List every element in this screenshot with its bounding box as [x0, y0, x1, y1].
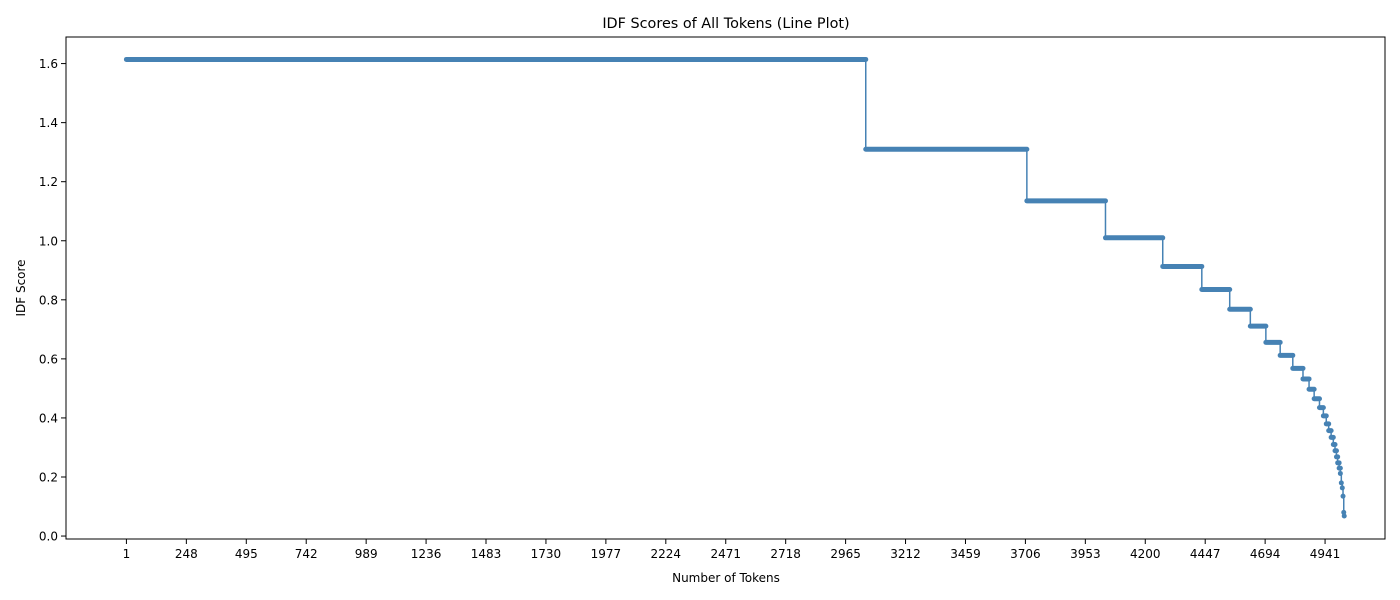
x-tick-label: 4941 [1310, 547, 1341, 561]
x-tick-label: 3706 [1010, 547, 1041, 561]
y-tick-label: 0.0 [39, 530, 58, 544]
x-tick-label: 1730 [531, 547, 562, 561]
x-tick-label: 2471 [710, 547, 741, 561]
x-tick-label: 3212 [890, 547, 921, 561]
x-tick-label: 1483 [471, 547, 502, 561]
y-tick-label: 0.6 [39, 352, 58, 366]
data-point [1338, 480, 1344, 486]
y-tick-label: 0.8 [39, 293, 58, 307]
data-point [1339, 485, 1345, 491]
x-tick-label: 248 [175, 547, 198, 561]
y-tick-label: 1.4 [39, 116, 58, 130]
plot-area [123, 56, 1347, 519]
data-point [1341, 513, 1347, 519]
y-tick-label: 1.0 [39, 234, 58, 248]
data-point [1340, 493, 1346, 499]
x-axis: 1 248 495 742 989 1236 1483 1730 1977 2224 2471 271… [123, 539, 1341, 561]
x-tick-label: 1977 [591, 547, 622, 561]
chart-title: IDF Scores of All Tokens (Line Plot) [602, 16, 849, 32]
y-tick-label: 0.2 [39, 470, 58, 484]
x-tick-label: 2718 [770, 547, 801, 561]
y-tick-label: 1.6 [39, 57, 58, 71]
y-tick-label: 1.2 [39, 175, 58, 189]
x-tick-label: 4200 [1130, 547, 1161, 561]
x-tick-label: 1 [123, 547, 131, 561]
series-line [126, 58, 1345, 517]
x-tick-label: 3459 [950, 547, 981, 561]
x-tick-label: 495 [235, 547, 258, 561]
x-tick-label: 1236 [411, 547, 442, 561]
x-tick-label: 4694 [1250, 547, 1281, 561]
x-tick-label: 742 [295, 547, 318, 561]
data-point [1337, 470, 1343, 476]
x-tick-label: 989 [355, 547, 378, 561]
x-tick-label: 2224 [651, 547, 682, 561]
y-axis-label: IDF Score [14, 259, 28, 316]
x-tick-label: 4447 [1190, 547, 1221, 561]
x-tick-label: 3953 [1070, 547, 1101, 561]
y-tick-label: 0.4 [39, 411, 58, 425]
x-axis-label: Number of Tokens [672, 571, 780, 585]
y-axis: 0.0 0.2 0.4 0.6 0.8 1.0 1.2 1.4 1.6 [39, 57, 66, 544]
x-tick-label: 2965 [830, 547, 861, 561]
axes-frame [65, 36, 1386, 540]
